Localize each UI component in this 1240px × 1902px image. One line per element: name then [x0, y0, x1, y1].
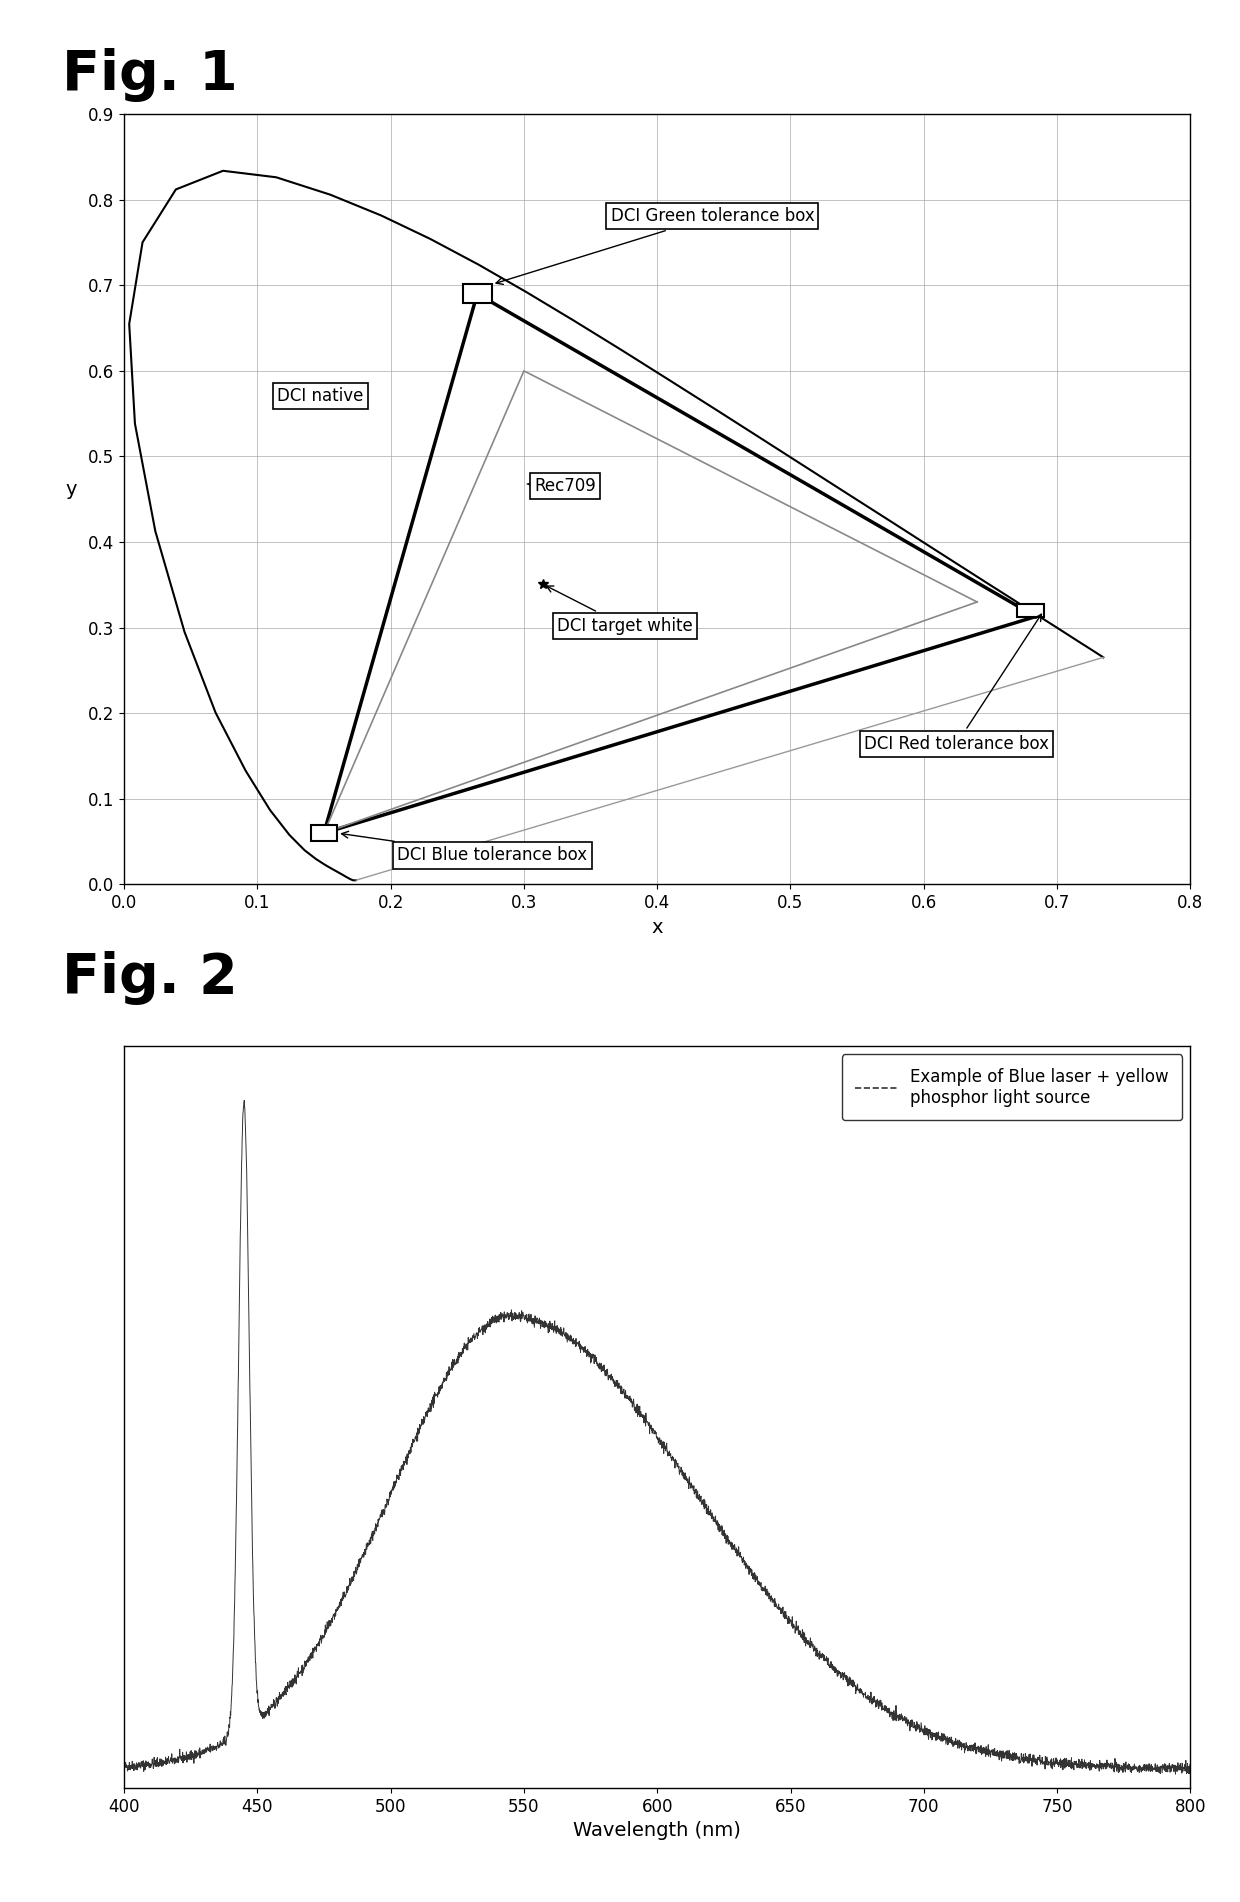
Bar — [310, 825, 337, 841]
Y-axis label: y: y — [66, 481, 77, 498]
Text: Rec709: Rec709 — [527, 477, 596, 495]
X-axis label: x: x — [651, 917, 663, 936]
Bar — [463, 285, 492, 302]
Text: DCI Green tolerance box: DCI Green tolerance box — [496, 207, 815, 285]
Text: DCI Red tolerance box: DCI Red tolerance box — [864, 614, 1049, 753]
X-axis label: Wavelength (nm): Wavelength (nm) — [573, 1820, 742, 1839]
Bar — [1017, 603, 1044, 618]
Text: Fig. 2: Fig. 2 — [62, 951, 238, 1004]
Text: DCI native: DCI native — [278, 386, 363, 405]
Text: DCI target white: DCI target white — [547, 586, 693, 635]
Text: Fig. 1: Fig. 1 — [62, 48, 238, 101]
Text: DCI Blue tolerance box: DCI Blue tolerance box — [341, 831, 588, 865]
Legend: Example of Blue laser + yellow
phosphor light source: Example of Blue laser + yellow phosphor … — [842, 1054, 1182, 1120]
